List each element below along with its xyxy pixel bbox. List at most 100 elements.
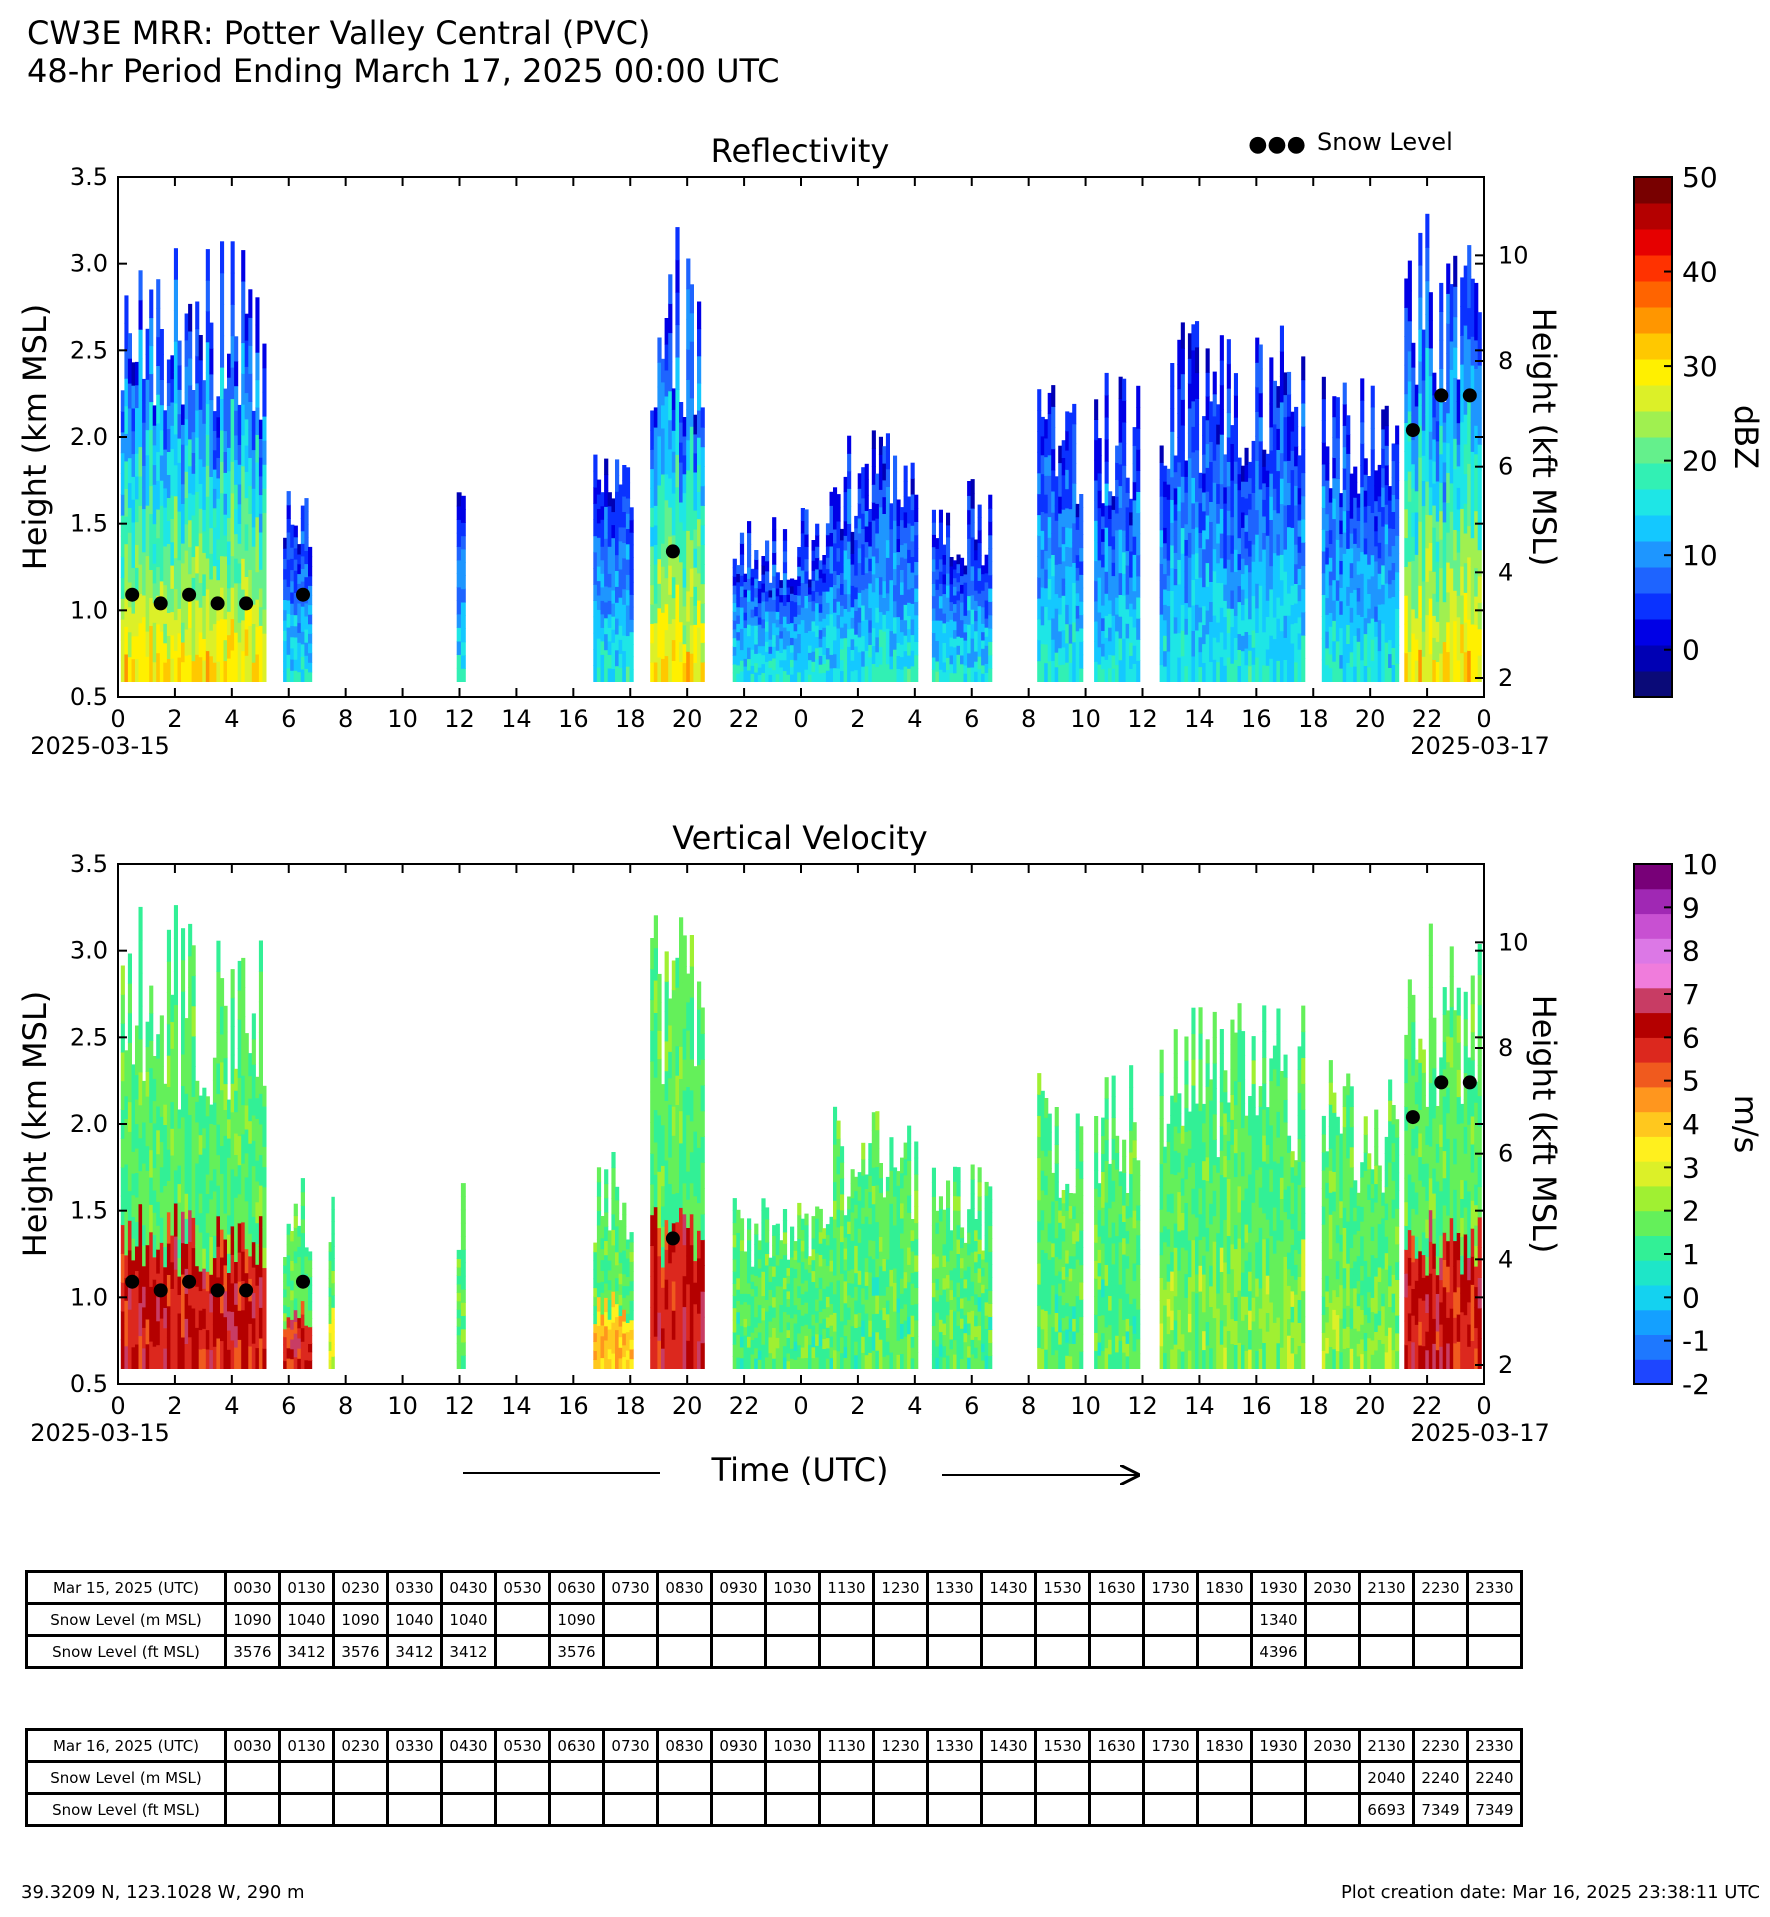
echo-cell xyxy=(893,552,898,570)
echo-cell xyxy=(857,636,862,653)
echo-cell xyxy=(1122,573,1127,596)
echo-cell xyxy=(910,540,915,557)
echo-cell xyxy=(1395,535,1400,555)
echo-cell xyxy=(1421,656,1426,682)
echo-cell xyxy=(290,1358,295,1369)
y-tick-label: 2.5 xyxy=(70,336,108,364)
echo-cell xyxy=(1360,551,1365,574)
echo-cell xyxy=(653,466,658,487)
echo-cell xyxy=(230,1083,235,1113)
echo-cell xyxy=(184,550,189,577)
echo-cell xyxy=(907,615,912,630)
echo-cell xyxy=(885,504,890,523)
echo-cell xyxy=(629,1290,634,1301)
echo-cell xyxy=(1321,463,1326,487)
echo-cell xyxy=(736,1266,741,1279)
echo-cell xyxy=(910,556,915,573)
echo-cell xyxy=(625,574,631,591)
echo-cell xyxy=(815,670,820,682)
echo-cell xyxy=(668,652,673,682)
echo-cell xyxy=(1335,661,1340,682)
echo-cell xyxy=(127,407,132,434)
echo-cell xyxy=(1279,503,1284,530)
echo-cell xyxy=(1283,593,1288,616)
echo-cell xyxy=(661,358,666,383)
echo-cell xyxy=(697,464,702,492)
echo-cell xyxy=(833,667,838,682)
echo-cell xyxy=(833,487,838,502)
echo-cell xyxy=(903,511,908,528)
echo-cell xyxy=(750,1332,755,1340)
echo-cell xyxy=(1230,663,1235,682)
echo-cell xyxy=(1205,491,1210,516)
echo-cell xyxy=(1187,507,1192,533)
echo-cell xyxy=(1388,541,1393,557)
echo-cell xyxy=(456,654,462,669)
echo-cell xyxy=(1101,541,1106,555)
echo-cell xyxy=(761,574,766,584)
echo-cell xyxy=(618,1326,623,1338)
echo-cell xyxy=(131,1086,136,1109)
echo-cell xyxy=(946,572,951,586)
echo-cell xyxy=(970,493,975,509)
echo-cell xyxy=(1272,574,1277,597)
echo-cell xyxy=(152,484,157,505)
echo-cell xyxy=(205,527,210,559)
echo-cell xyxy=(290,625,295,638)
echo-cell xyxy=(1129,498,1134,513)
echo-cell xyxy=(775,587,780,597)
echo-cell xyxy=(131,1064,136,1087)
echo-cell xyxy=(177,365,182,390)
echo-cell xyxy=(237,990,242,1020)
echo-cell xyxy=(1321,659,1326,682)
colorbar-swatch xyxy=(1634,281,1672,308)
echo-cell xyxy=(910,587,915,604)
echo-cell xyxy=(234,1282,239,1305)
echo-cell xyxy=(600,519,605,534)
echo-cell xyxy=(1065,623,1070,644)
echo-cell xyxy=(1044,456,1049,476)
echo-cell xyxy=(1301,495,1306,520)
echo-cell xyxy=(664,343,669,371)
echo-cell xyxy=(293,1309,298,1322)
echo-cell xyxy=(882,580,887,598)
echo-cell xyxy=(938,607,943,621)
echo-cell xyxy=(209,630,214,657)
echo-cell xyxy=(163,565,168,586)
echo-cell xyxy=(871,430,876,449)
echo-cell xyxy=(931,522,936,535)
echo-cell xyxy=(1191,604,1196,631)
echo-cell xyxy=(1425,581,1430,616)
echo-cell xyxy=(750,568,755,578)
echo-cell xyxy=(258,1062,263,1094)
echo-cell xyxy=(283,630,288,641)
echo-cell xyxy=(297,1327,302,1339)
echo-cell xyxy=(914,628,919,642)
echo-cell xyxy=(1129,524,1134,539)
echo-cell xyxy=(131,544,136,568)
echo-cell xyxy=(1248,650,1253,667)
echo-cell xyxy=(885,486,890,505)
echo-cell xyxy=(840,539,845,552)
echo-cell xyxy=(747,555,752,568)
echo-cell xyxy=(1219,483,1224,509)
echo-cell xyxy=(120,556,125,578)
echo-cell xyxy=(1118,507,1123,530)
echo-cell xyxy=(1411,657,1416,682)
echo-cell xyxy=(124,488,129,517)
echo-cell xyxy=(149,373,154,403)
echo-cell xyxy=(739,575,745,587)
echo-cell xyxy=(1384,504,1389,525)
echo-cell xyxy=(149,345,154,375)
echo-cell xyxy=(1226,657,1231,682)
echo-cell xyxy=(1184,586,1189,604)
echo-cell xyxy=(205,1349,210,1369)
echo-cell xyxy=(864,634,869,651)
echo-cell xyxy=(815,591,820,604)
echo-cell xyxy=(1233,659,1238,682)
echo-cell xyxy=(1051,469,1056,492)
snow-level-marker xyxy=(296,587,310,602)
echo-cell xyxy=(202,1147,207,1169)
echo-cell xyxy=(772,634,777,647)
echo-cell xyxy=(234,1175,239,1198)
